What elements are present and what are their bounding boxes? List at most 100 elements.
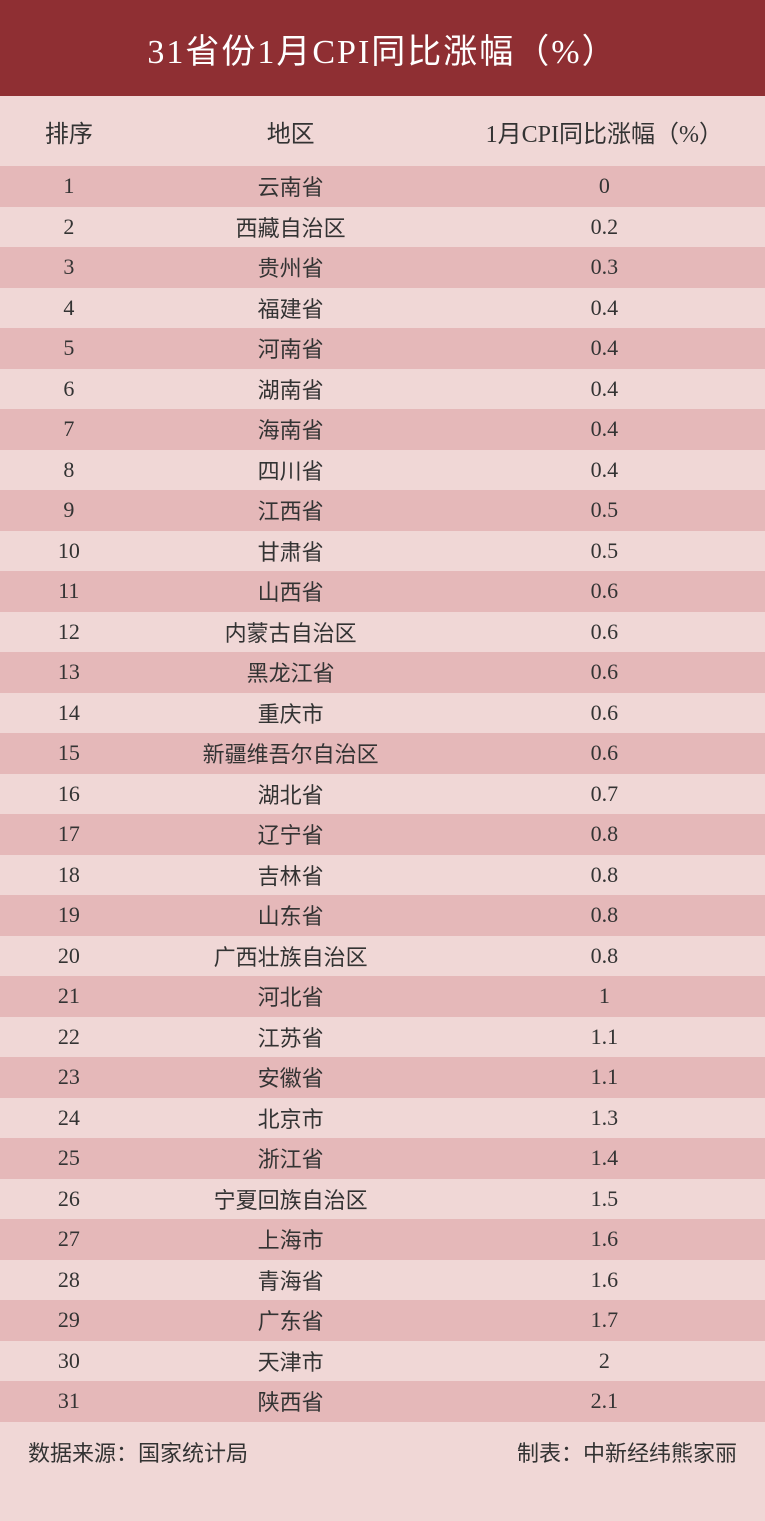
cell-value: 0.4 [444,295,765,321]
cell-value: 1.6 [444,1267,765,1293]
table-row: 15新疆维吾尔自治区0.6 [0,733,765,774]
cell-region: 云南省 [138,170,444,202]
cell-value: 0.3 [444,254,765,280]
cell-rank: 28 [0,1267,138,1293]
cell-region: 贵州省 [138,251,444,283]
cell-region: 吉林省 [138,859,444,891]
table-row: 26宁夏回族自治区1.5 [0,1179,765,1220]
cell-region: 辽宁省 [138,818,444,850]
cell-region: 海南省 [138,413,444,445]
cell-value: 1.6 [444,1226,765,1252]
table-row: 12内蒙古自治区0.6 [0,612,765,653]
cell-region: 甘肃省 [138,535,444,567]
cell-rank: 27 [0,1226,138,1252]
table-header: 排序 地区 1月CPI同比涨幅（%） [0,96,765,166]
cell-rank: 5 [0,335,138,361]
cell-region: 四川省 [138,454,444,486]
table-row: 6湖南省0.4 [0,369,765,410]
table-row: 7海南省0.4 [0,409,765,450]
table-row: 8四川省0.4 [0,450,765,491]
cell-rank: 7 [0,416,138,442]
cell-value: 1.5 [444,1186,765,1212]
cell-region: 宁夏回族自治区 [138,1183,444,1215]
table-row: 18吉林省0.8 [0,855,765,896]
cell-value: 0.6 [444,578,765,604]
cell-value: 0.7 [444,781,765,807]
cell-region: 湖南省 [138,373,444,405]
cell-region: 山西省 [138,575,444,607]
cell-rank: 4 [0,295,138,321]
footer-author: 制表：中新经纬熊家丽 [517,1436,737,1468]
cell-region: 河北省 [138,980,444,1012]
table-row: 3贵州省0.3 [0,247,765,288]
cell-region: 青海省 [138,1264,444,1296]
table-row: 24北京市1.3 [0,1098,765,1139]
cell-value: 0.6 [444,740,765,766]
table-row: 16湖北省0.7 [0,774,765,815]
cell-rank: 23 [0,1064,138,1090]
table-row: 21河北省1 [0,976,765,1017]
cell-region: 天津市 [138,1345,444,1377]
cell-value: 0.6 [444,700,765,726]
cell-region: 安徽省 [138,1061,444,1093]
header-rank: 排序 [0,114,138,149]
cell-value: 0.2 [444,214,765,240]
cell-region: 江西省 [138,494,444,526]
cell-rank: 16 [0,781,138,807]
table-row: 30天津市2 [0,1341,765,1382]
cell-value: 2 [444,1348,765,1374]
table-row: 25浙江省1.4 [0,1138,765,1179]
table-row: 23安徽省1.1 [0,1057,765,1098]
cell-rank: 10 [0,538,138,564]
cell-region: 重庆市 [138,697,444,729]
cell-value: 1.4 [444,1145,765,1171]
table-row: 11山西省0.6 [0,571,765,612]
table-row: 9江西省0.5 [0,490,765,531]
cell-rank: 1 [0,173,138,199]
table-row: 2西藏自治区0.2 [0,207,765,248]
cell-region: 广西壮族自治区 [138,940,444,972]
cell-value: 1.1 [444,1064,765,1090]
cell-region: 浙江省 [138,1142,444,1174]
cell-rank: 3 [0,254,138,280]
cell-rank: 20 [0,943,138,969]
cell-region: 黑龙江省 [138,656,444,688]
table-row: 19山东省0.8 [0,895,765,936]
cell-value: 1.7 [444,1307,765,1333]
cell-value: 1 [444,983,765,1009]
cell-value: 2.1 [444,1388,765,1414]
cell-value: 0.8 [444,862,765,888]
table-row: 28青海省1.6 [0,1260,765,1301]
table-row: 20广西壮族自治区0.8 [0,936,765,977]
cell-rank: 24 [0,1105,138,1131]
cell-rank: 2 [0,214,138,240]
cell-value: 0.4 [444,416,765,442]
cell-region: 西藏自治区 [138,211,444,243]
table-row: 1云南省0 [0,166,765,207]
cell-rank: 19 [0,902,138,928]
cell-rank: 14 [0,700,138,726]
cell-value: 0 [444,173,765,199]
cell-region: 湖北省 [138,778,444,810]
cell-value: 0.4 [444,457,765,483]
page-title: 31省份1月CPI同比涨幅（%） [0,0,765,96]
cell-region: 北京市 [138,1102,444,1134]
table-row: 29广东省1.7 [0,1300,765,1341]
table-row: 5河南省0.4 [0,328,765,369]
cell-region: 新疆维吾尔自治区 [138,737,444,769]
header-value: 1月CPI同比涨幅（%） [444,114,765,149]
cell-rank: 13 [0,659,138,685]
cell-value: 0.8 [444,821,765,847]
cell-value: 0.8 [444,902,765,928]
table-row: 4福建省0.4 [0,288,765,329]
cell-value: 0.6 [444,659,765,685]
table-row: 13黑龙江省0.6 [0,652,765,693]
cell-rank: 31 [0,1388,138,1414]
cell-value: 1.3 [444,1105,765,1131]
cell-rank: 21 [0,983,138,1009]
cell-rank: 30 [0,1348,138,1374]
cell-value: 0.4 [444,335,765,361]
table-row: 17辽宁省0.8 [0,814,765,855]
cell-rank: 12 [0,619,138,645]
cell-rank: 29 [0,1307,138,1333]
